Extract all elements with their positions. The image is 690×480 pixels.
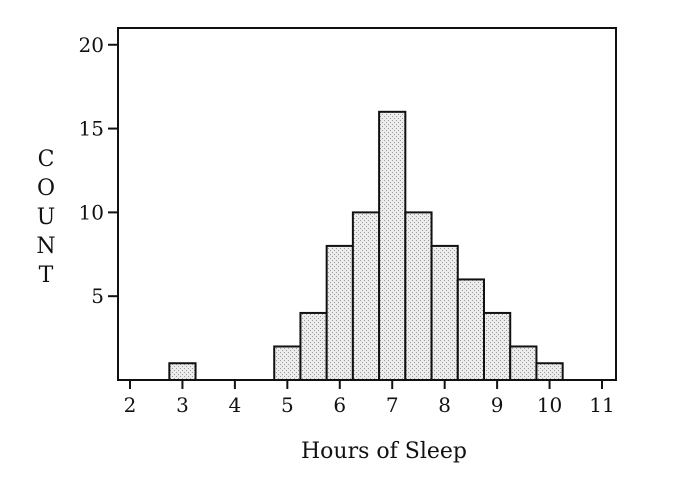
bars-group	[168, 110, 564, 382]
x-tick-label: 6	[333, 393, 346, 417]
histogram-bar	[509, 345, 538, 382]
y-tick-label: 20	[79, 33, 104, 57]
y-tick-label: 5	[91, 284, 104, 308]
x-tick-label: 9	[491, 393, 504, 417]
y-title-letter: C	[38, 147, 55, 172]
histogram-bar	[378, 110, 407, 382]
y-tick-label: 15	[79, 117, 104, 141]
x-tick-label: 2	[124, 393, 137, 417]
y-title-letter: T	[39, 263, 54, 288]
histogram-bar	[325, 244, 354, 381]
histogram-bar	[168, 362, 197, 382]
x-axis-title: Hours of Sleep	[301, 439, 467, 464]
x-tick-label: 4	[229, 393, 242, 417]
x-tick-label: 5	[281, 393, 294, 417]
histogram-bar	[351, 211, 381, 381]
x-tick-label: 11	[589, 393, 614, 417]
x-axis: 2 3 4 5 6 7 8 9 10 11	[124, 380, 615, 417]
histogram-bar	[404, 211, 433, 381]
histogram-bar	[273, 345, 302, 382]
histogram-bar	[535, 362, 564, 382]
histogram-bar	[483, 311, 512, 382]
y-title-letter: N	[36, 234, 55, 259]
y-title-letter: O	[37, 176, 55, 201]
x-tick-label: 3	[176, 393, 189, 417]
histogram-bar	[456, 278, 485, 381]
x-tick-label: 8	[438, 393, 451, 417]
y-axis: 5 10 15 20	[79, 33, 118, 308]
y-title-letter: U	[37, 205, 56, 230]
y-tick-label: 10	[79, 200, 104, 224]
histogram-bar	[299, 311, 328, 382]
x-tick-label: 7	[386, 393, 399, 417]
x-tick-label: 10	[537, 393, 562, 417]
histogram-bar	[430, 244, 459, 381]
